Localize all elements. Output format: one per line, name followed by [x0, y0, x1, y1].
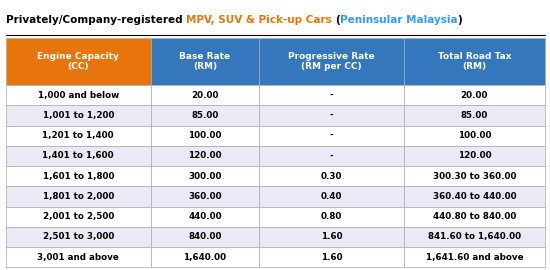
Text: Base Rate
(RM): Base Rate (RM) [179, 52, 230, 71]
Text: 0.30: 0.30 [321, 172, 342, 181]
FancyBboxPatch shape [6, 207, 151, 227]
Text: 1.60: 1.60 [321, 253, 343, 262]
FancyBboxPatch shape [151, 166, 259, 186]
Text: MPV, SUV & Pick-up Cars: MPV, SUV & Pick-up Cars [186, 15, 335, 25]
Text: 2,501 to 3,000: 2,501 to 3,000 [42, 232, 114, 241]
FancyBboxPatch shape [404, 227, 544, 247]
FancyBboxPatch shape [404, 126, 544, 146]
Text: 1,601 to 1,800: 1,601 to 1,800 [42, 172, 114, 181]
Text: 840.00: 840.00 [188, 232, 222, 241]
Text: 1,000 and below: 1,000 and below [37, 91, 119, 100]
FancyBboxPatch shape [404, 166, 544, 186]
FancyBboxPatch shape [259, 105, 404, 126]
Text: 120.00: 120.00 [458, 151, 491, 160]
FancyBboxPatch shape [259, 227, 404, 247]
Text: -: - [330, 91, 333, 100]
FancyBboxPatch shape [151, 105, 259, 126]
FancyBboxPatch shape [6, 247, 151, 267]
Text: 120.00: 120.00 [188, 151, 222, 160]
Text: 440.80 to 840.00: 440.80 to 840.00 [433, 212, 516, 221]
FancyBboxPatch shape [404, 85, 544, 105]
Text: 360.00: 360.00 [188, 192, 222, 201]
Text: 20.00: 20.00 [191, 91, 219, 100]
FancyBboxPatch shape [151, 126, 259, 146]
Text: 0.80: 0.80 [321, 212, 342, 221]
FancyBboxPatch shape [259, 85, 404, 105]
Text: Privately/Company-registered: Privately/Company-registered [6, 15, 186, 25]
FancyBboxPatch shape [6, 227, 151, 247]
FancyBboxPatch shape [404, 247, 544, 267]
Text: Progressive Rate
(RM per CC): Progressive Rate (RM per CC) [288, 52, 375, 71]
FancyBboxPatch shape [151, 247, 259, 267]
FancyBboxPatch shape [151, 85, 259, 105]
FancyBboxPatch shape [6, 105, 151, 126]
Text: 300.30 to 360.00: 300.30 to 360.00 [433, 172, 516, 181]
Text: 440.00: 440.00 [188, 212, 222, 221]
FancyBboxPatch shape [259, 186, 404, 207]
Text: 841.60 to 1,640.00: 841.60 to 1,640.00 [428, 232, 521, 241]
FancyBboxPatch shape [259, 126, 404, 146]
FancyBboxPatch shape [6, 38, 151, 85]
Text: ): ) [458, 15, 462, 25]
FancyBboxPatch shape [151, 186, 259, 207]
Text: 1,001 to 1,200: 1,001 to 1,200 [42, 111, 114, 120]
Text: 1,201 to 1,400: 1,201 to 1,400 [42, 131, 114, 140]
Text: -: - [330, 151, 333, 160]
Text: -: - [330, 131, 333, 140]
FancyBboxPatch shape [6, 166, 151, 186]
Text: Total Road Tax
(RM): Total Road Tax (RM) [438, 52, 511, 71]
FancyBboxPatch shape [259, 38, 404, 85]
Text: 3,001 and above: 3,001 and above [37, 253, 119, 262]
Text: Engine Capacity
(CC): Engine Capacity (CC) [37, 52, 119, 71]
Text: 0.40: 0.40 [321, 192, 342, 201]
Text: 360.40 to 440.00: 360.40 to 440.00 [433, 192, 516, 201]
Text: (: ( [335, 15, 340, 25]
FancyBboxPatch shape [404, 186, 544, 207]
FancyBboxPatch shape [259, 166, 404, 186]
Text: 1,801 to 2,000: 1,801 to 2,000 [42, 192, 114, 201]
FancyBboxPatch shape [6, 85, 151, 105]
Text: 100.00: 100.00 [458, 131, 491, 140]
FancyBboxPatch shape [151, 207, 259, 227]
FancyBboxPatch shape [6, 146, 151, 166]
FancyBboxPatch shape [259, 247, 404, 267]
FancyBboxPatch shape [151, 38, 259, 85]
Text: Peninsular Malaysia: Peninsular Malaysia [340, 15, 458, 25]
Text: 2,001 to 2,500: 2,001 to 2,500 [42, 212, 114, 221]
Text: 1,641.60 and above: 1,641.60 and above [426, 253, 523, 262]
FancyBboxPatch shape [259, 146, 404, 166]
Text: 20.00: 20.00 [461, 91, 488, 100]
FancyBboxPatch shape [404, 105, 544, 126]
Text: 1.60: 1.60 [321, 232, 343, 241]
FancyBboxPatch shape [151, 227, 259, 247]
FancyBboxPatch shape [6, 126, 151, 146]
FancyBboxPatch shape [404, 146, 544, 166]
Text: 85.00: 85.00 [191, 111, 218, 120]
Text: 100.00: 100.00 [188, 131, 222, 140]
FancyBboxPatch shape [404, 38, 544, 85]
FancyBboxPatch shape [6, 186, 151, 207]
FancyBboxPatch shape [151, 146, 259, 166]
FancyBboxPatch shape [404, 207, 544, 227]
Text: 85.00: 85.00 [461, 111, 488, 120]
Text: 1,640.00: 1,640.00 [183, 253, 227, 262]
Text: 1,401 to 1,600: 1,401 to 1,600 [42, 151, 114, 160]
Text: 300.00: 300.00 [188, 172, 222, 181]
FancyBboxPatch shape [259, 207, 404, 227]
Text: -: - [330, 111, 333, 120]
